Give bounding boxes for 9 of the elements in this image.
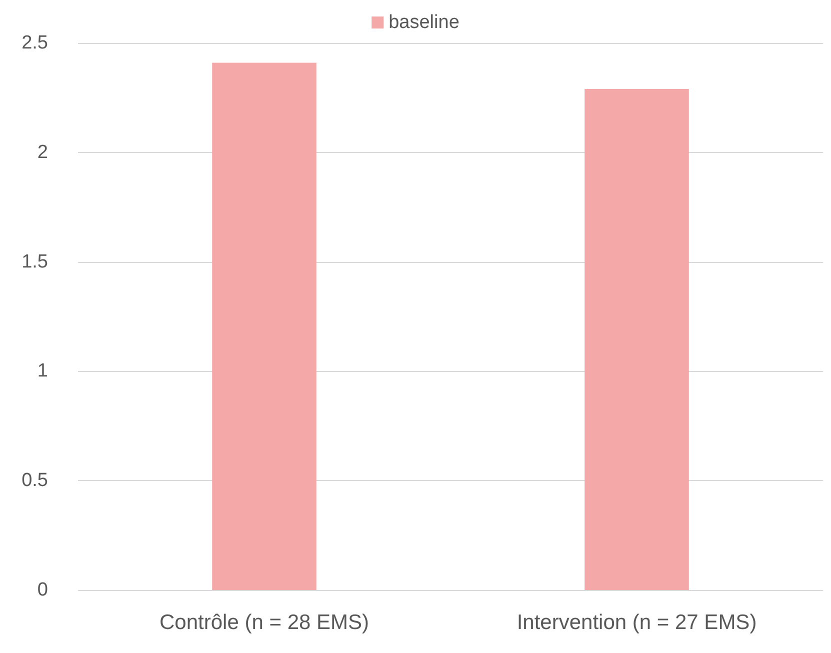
y-tick-label: 0.5 — [22, 470, 48, 492]
y-tick-label: 2 — [37, 142, 48, 163]
x-tick-label: Contrôle (n = 28 EMS) — [159, 611, 370, 634]
y-tick-label: 2.5 — [22, 32, 48, 54]
y-tick-label: 1.5 — [22, 251, 48, 272]
legend-label: baseline — [388, 12, 460, 33]
y-tick-label: 1 — [37, 360, 48, 382]
x-tick-label: Intervention (n = 27 EMS) — [516, 611, 757, 634]
y-tick-label: 0 — [37, 580, 48, 600]
